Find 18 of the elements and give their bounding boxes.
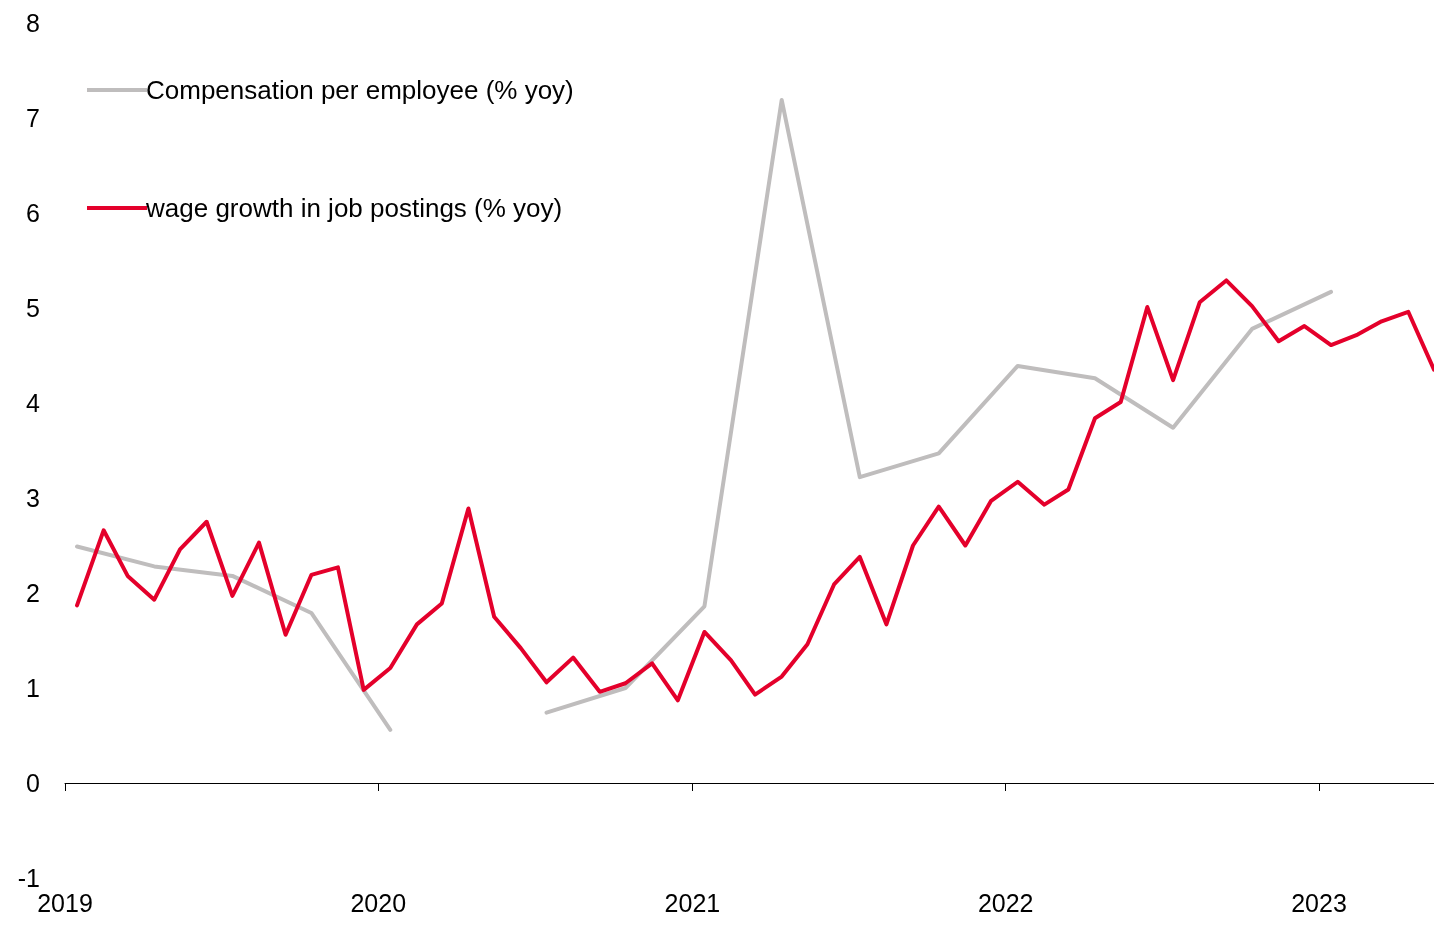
y-tick-label: 8 — [26, 9, 40, 37]
legend-label: wage growth in job postings (% yoy) — [145, 193, 563, 223]
y-tick-label: 0 — [26, 769, 40, 797]
x-tick-label: 2023 — [1291, 888, 1347, 917]
line-series — [75, 278, 1434, 703]
y-tick-label: 7 — [26, 104, 40, 132]
legend-label: Compensation per employee (% yoy) — [146, 75, 574, 105]
y-tick-label: 5 — [26, 294, 40, 322]
y-tick-label: 1 — [26, 674, 40, 702]
y-tick-label: 4 — [26, 389, 41, 417]
x-tick-label: 2019 — [37, 888, 93, 917]
x-tick-label: 2022 — [977, 888, 1034, 917]
y-tick-label: -1 — [17, 864, 40, 892]
y-tick-label: 6 — [26, 199, 40, 227]
y-tick-label: 3 — [26, 484, 40, 512]
x-tick-label: 2020 — [350, 888, 407, 917]
x-tick-label: 2021 — [664, 888, 721, 917]
y-tick-label: 2 — [26, 579, 40, 607]
